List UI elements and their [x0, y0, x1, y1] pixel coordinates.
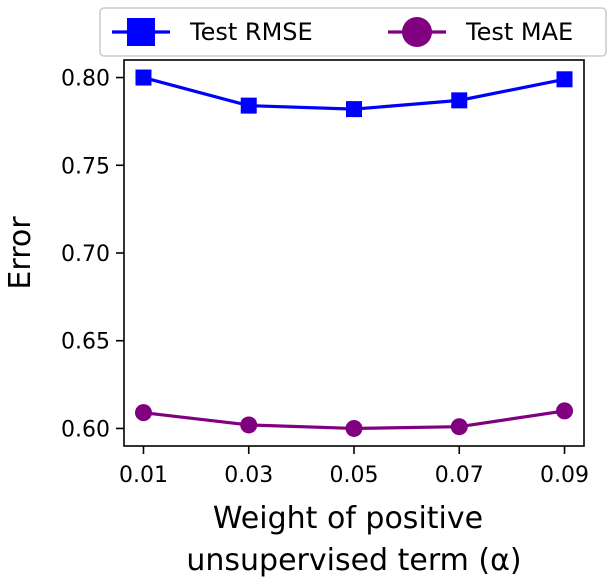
legend: Test RMSE Test MAE [99, 7, 607, 57]
plot-area [123, 59, 585, 447]
x-tick-label: 0.03 [224, 463, 273, 488]
data-point-test-rmse [346, 101, 362, 118]
data-point-test-rmse [135, 69, 152, 86]
legend-label-test-rmse: Test RMSE [189, 18, 313, 46]
data-point-test-rmse [556, 71, 573, 88]
data-point-test-rmse [240, 97, 257, 114]
y-tick-label: 0.60 [61, 417, 110, 442]
y-tick-label: 0.80 [61, 67, 110, 92]
y-tick-label: 0.70 [61, 242, 110, 267]
x-tick-label: 0.07 [435, 463, 484, 488]
legend-frame [99, 7, 607, 57]
legend-marker-test-rmse [127, 18, 155, 46]
data-point-test-mae [345, 419, 363, 437]
y-axis-label: Error [3, 216, 38, 290]
data-point-test-mae [556, 402, 574, 420]
x-tick-label: 0.09 [540, 463, 589, 488]
x-tick-label: 0.01 [119, 463, 168, 488]
series-layer [134, 69, 574, 437]
data-point-test-mae [240, 416, 258, 434]
x-tick-label: 0.05 [330, 463, 379, 488]
data-point-test-mae [134, 404, 152, 422]
y-tick-label: 0.75 [61, 154, 110, 179]
x-axis-label-line-2: unsupervised term (α) [186, 543, 521, 578]
x-axis-label-line-1: Weight of positive [213, 501, 483, 536]
data-point-test-mae [450, 418, 468, 436]
y-axis: 0.60 0.65 0.70 0.75 0.80 [61, 67, 124, 442]
data-point-test-rmse [451, 92, 468, 109]
y-tick-label: 0.65 [61, 330, 110, 355]
x-axis: 0.01 0.03 0.05 0.07 0.09 [119, 446, 589, 488]
legend-label-test-mae: Test MAE [465, 18, 573, 46]
legend-marker-test-mae [402, 17, 432, 47]
